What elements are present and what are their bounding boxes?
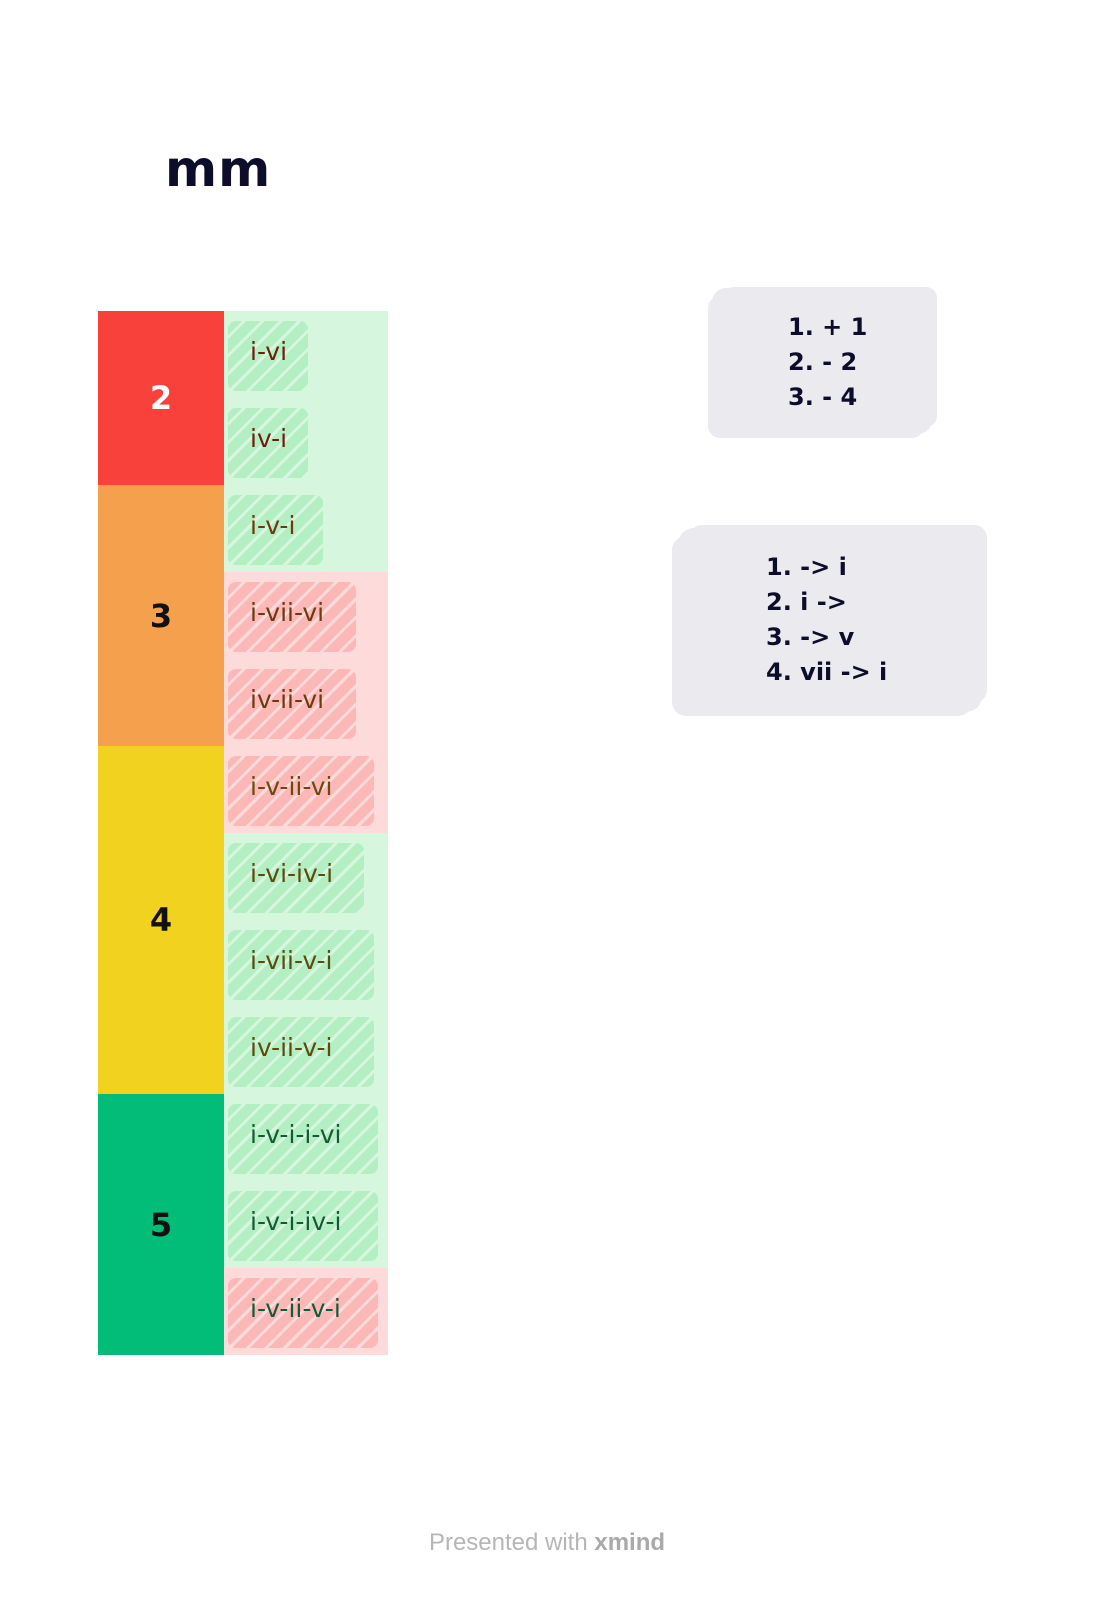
note-resolutions[interactable]: 1. -> i 2. i -> 3. -> v 4. vii -> i (678, 528, 982, 712)
note-line: 2. - 2 (788, 348, 858, 376)
progression-label: i-v-ii-v-i (250, 1294, 341, 1323)
note-line: 1. + 1 (788, 313, 868, 341)
progression-label: i-vii-v-i (250, 946, 333, 975)
progression-item[interactable]: iv-ii-vi (224, 659, 388, 746)
scribble-highlight (228, 321, 308, 391)
note-line: 4. vii -> i (766, 658, 888, 686)
scribble-highlight (228, 1278, 378, 1348)
level-label: 2 (149, 379, 173, 417)
level-2[interactable]: 2 (98, 311, 224, 485)
progression-item[interactable]: i-v-i-iv-i (224, 1181, 388, 1268)
progression-item[interactable]: i-v-i-i-vi (224, 1094, 388, 1181)
scribble-highlight (228, 408, 308, 478)
level-column: 2 3 4 5 (98, 311, 224, 1355)
progression-item[interactable]: i-vi (224, 311, 388, 398)
note-line: 3. - 4 (788, 383, 858, 411)
progression-item[interactable]: i-v-ii-vi (224, 746, 388, 833)
scribble-highlight (228, 1104, 378, 1174)
progression-item[interactable]: i-v-i (224, 485, 388, 572)
progression-label: i-vii-vi (250, 598, 325, 627)
progression-item[interactable]: i-v-ii-v-i (224, 1268, 388, 1355)
scribble-highlight (228, 930, 374, 1000)
level-label: 3 (149, 596, 173, 635)
scribble-highlight (228, 669, 356, 739)
scribble-highlight (228, 582, 356, 652)
progression-item[interactable]: i-vi-iv-i (224, 833, 388, 920)
note-line: 1. -> i (766, 553, 847, 581)
scribble-highlight (228, 756, 374, 826)
footer-credit: Presented with xmind (0, 1529, 1094, 1557)
footer-prefix: Presented with (428, 1529, 595, 1556)
note-line: 2. i -> (766, 588, 847, 616)
progression-label: i-v-ii-vi (250, 772, 333, 801)
level-5[interactable]: 5 (98, 1094, 224, 1355)
progression-item[interactable]: i-vii-v-i (224, 920, 388, 1007)
progression-label: iv-i (250, 424, 288, 453)
progression-item[interactable]: iv-i (224, 398, 388, 485)
scribble-highlight (228, 1191, 378, 1261)
note-rules[interactable]: 1. + 1 2. - 2 3. - 4 (712, 288, 932, 434)
scribble-highlight (228, 843, 364, 913)
scribble-highlight (228, 495, 323, 565)
diagram-title: mm (165, 140, 272, 198)
progression-label: i-v-i-i-vi (250, 1120, 342, 1149)
level-4[interactable]: 4 (98, 746, 224, 1094)
progression-label: iv-ii-vi (250, 685, 325, 714)
level-label: 5 (149, 1205, 173, 1244)
progression-item[interactable]: iv-ii-v-i (224, 1007, 388, 1094)
note-line: 3. -> v (766, 623, 855, 651)
progression-label: i-vi-iv-i (250, 859, 334, 888)
scribble-highlight (228, 1017, 374, 1087)
progression-label: i-v-i-iv-i (250, 1207, 342, 1236)
progression-label: iv-ii-v-i (250, 1033, 333, 1062)
progression-label: i-vi (250, 337, 288, 366)
xmind-brand[interactable]: xmind (594, 1529, 666, 1556)
level-label: 4 (149, 901, 173, 939)
level-3[interactable]: 3 (98, 485, 224, 746)
progression-item[interactable]: i-vii-vi (224, 572, 388, 659)
progression-label: i-v-i (250, 511, 296, 540)
